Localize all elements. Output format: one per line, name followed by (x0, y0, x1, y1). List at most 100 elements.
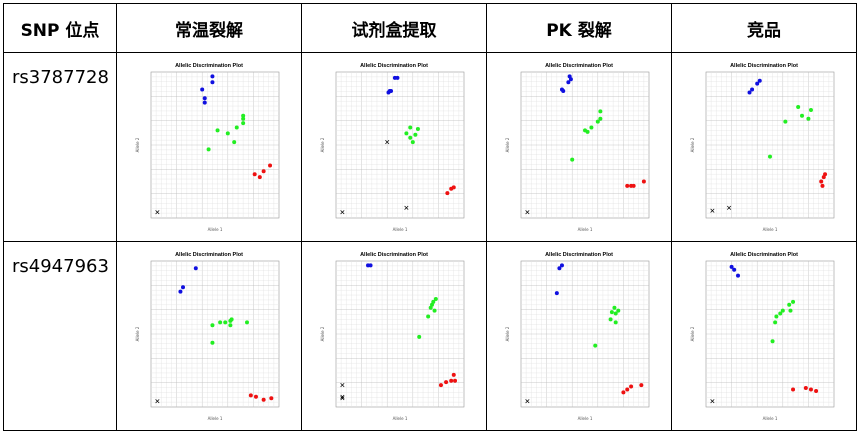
y-axis-label: Allele 2 (690, 326, 695, 341)
heterozygous-point (796, 105, 801, 110)
heterozygous-point (223, 320, 228, 325)
allele1-point (444, 380, 449, 385)
heterozygous-point (788, 308, 793, 313)
undetermined-point (710, 208, 715, 213)
plot-title: Allelic Discrimination Plot (175, 63, 243, 69)
allele1-point (445, 191, 450, 196)
heterozygous-point (404, 131, 409, 136)
allele1-point (808, 387, 813, 392)
allele2-point (395, 75, 400, 80)
allele2-point (368, 263, 373, 268)
allele2-point (202, 100, 207, 105)
heterozygous-point (241, 116, 246, 121)
heterozygous-point (413, 132, 418, 137)
y-axis-label: Allele 2 (135, 326, 140, 341)
allele1-point (629, 384, 634, 389)
heterozygous-point (229, 317, 234, 322)
undetermined-point (340, 394, 345, 399)
heterozygous-point (417, 334, 422, 339)
heterozygous-point (215, 128, 220, 133)
undetermined-point (525, 210, 530, 215)
y-axis-label: Allele 2 (320, 137, 325, 152)
heterozygous-point (433, 296, 438, 301)
heterozygous-point (787, 302, 792, 307)
undetermined-point (726, 205, 732, 210)
heterozygous-point (778, 311, 783, 316)
header-pk-lysis: PK 裂解 (486, 3, 672, 53)
heterozygous-point (241, 113, 246, 118)
x-axis-label: Allele 1 (393, 227, 408, 232)
allele1-point (253, 394, 258, 399)
x-axis-label: Allele 1 (578, 416, 593, 421)
allele2-point (210, 80, 215, 85)
heterozygous-point (768, 154, 772, 159)
undetermined-point (155, 210, 160, 215)
table-row: rs3787728 Allelic Discrimination Plot All… (3, 52, 857, 242)
header-kit-extraction: 试剂盒提取 (301, 3, 487, 53)
allele2-point (389, 88, 394, 93)
allele1-point (269, 396, 274, 401)
heterozygous-point (783, 119, 788, 124)
allele1-point (451, 185, 456, 190)
allele2-point (729, 264, 734, 269)
plot-title: Allelic Discrimination Plot (730, 63, 798, 69)
heterozygous-point (800, 113, 804, 118)
heterozygous-point (210, 340, 215, 345)
allele2-point (559, 263, 564, 268)
x-axis-label: Allele 1 (763, 416, 778, 421)
plot-title: Allelic Discrimination Plot (360, 252, 428, 258)
heterozygous-point (225, 131, 230, 136)
allele1-point (453, 378, 458, 383)
allele1-point (449, 378, 454, 383)
x-axis-label: Allele 1 (208, 416, 223, 421)
heterozygous-point (432, 308, 437, 313)
allelic-discrimination-plot: Allelic Discrimination Plot Allele 1 Allel… (505, 63, 650, 232)
undetermined-point (340, 396, 345, 401)
plot-title: Allelic Discrimination Plot (175, 252, 243, 258)
allelic-discrimination-plot: Allelic Discrimination Plot Allele 1 Allel… (135, 63, 280, 232)
x-axis-label: Allele 1 (393, 416, 408, 421)
undetermined-point (340, 383, 345, 388)
x-axis-label: Allele 1 (578, 227, 593, 232)
y-axis-label: Allele 2 (690, 137, 695, 152)
x-axis-label: Allele 1 (208, 227, 223, 232)
heterozygous-point (608, 317, 613, 322)
snp-id: rs4947963 (3, 241, 117, 431)
heterozygous-point (773, 320, 778, 325)
allele1-point (451, 372, 456, 377)
plot-title: Allelic Discrimination Plot (730, 252, 798, 258)
allele2-point (561, 88, 566, 93)
allele1-point (631, 183, 636, 188)
snp-id: rs3787728 (3, 52, 117, 242)
heterozygous-point (585, 129, 590, 134)
header-competitor: 竞品 (671, 3, 857, 53)
heterozygous-point (415, 126, 420, 131)
allele2-point (732, 267, 737, 272)
genotyping-comparison-table: SNP 位点 常温裂解 试剂盒提取 PK 裂解 竞品 rs3787728 All… (3, 3, 857, 431)
heterozygous-point (613, 320, 618, 325)
heterozygous-point (593, 343, 598, 348)
heterozygous-point (770, 339, 775, 344)
y-axis-label: Allele 2 (135, 137, 140, 152)
allelic-discrimination-plot: Allelic Discrimination Plot Allele 1 Allel… (505, 252, 650, 421)
heterozygous-point (780, 308, 785, 313)
allele2-point (181, 285, 185, 290)
allelic-discrimination-plot: Allelic Discrimination Plot Allele 1 Allel… (320, 252, 465, 421)
allele1-point (248, 393, 253, 398)
allelic-discrimination-plot: Allelic Discrimination Plot Allele 1 Allel… (135, 252, 280, 421)
allele2-point (200, 87, 205, 92)
heterozygous-point (774, 314, 779, 319)
allele1-point (819, 179, 824, 184)
heterozygous-point (595, 119, 600, 124)
undetermined-point (525, 399, 530, 404)
allele1-point (621, 390, 626, 395)
heterozygous-point (408, 135, 413, 140)
heterozygous-point (613, 311, 618, 316)
allele2-point (747, 90, 752, 95)
header-room-temp-lysis: 常温裂解 (116, 3, 302, 53)
heterozygous-point (426, 314, 431, 319)
allele1-point (261, 169, 266, 174)
allele1-point (625, 183, 630, 188)
allele1-point (820, 183, 825, 188)
x-axis-label: Allele 1 (763, 227, 778, 232)
